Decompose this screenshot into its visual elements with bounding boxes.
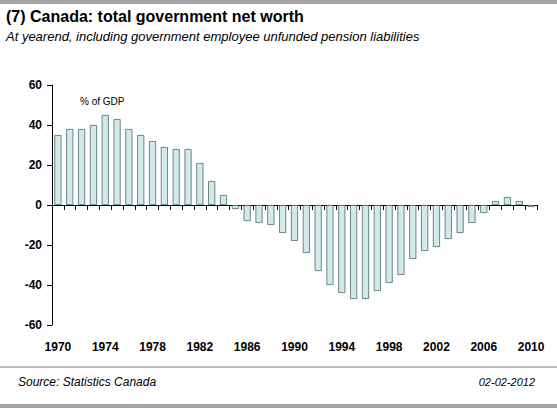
svg-text:-40: -40 — [25, 278, 43, 292]
svg-text:Source: Statistics Canada: Source: Statistics Canada — [18, 375, 156, 389]
svg-text:At yearend, including governme: At yearend, including government employe… — [5, 29, 420, 44]
svg-text:-60: -60 — [25, 318, 43, 332]
svg-text:(7) Canada: total government n: (7) Canada: total government net worth — [6, 8, 304, 25]
svg-text:1970: 1970 — [45, 340, 72, 354]
svg-text:2002: 2002 — [423, 340, 450, 354]
svg-text:0: 0 — [35, 198, 42, 212]
svg-text:1998: 1998 — [376, 340, 403, 354]
svg-text:60: 60 — [29, 78, 43, 92]
svg-text:1974: 1974 — [92, 340, 119, 354]
svg-text:2006: 2006 — [470, 340, 497, 354]
svg-text:1990: 1990 — [281, 340, 308, 354]
svg-text:% of GDP: % of GDP — [80, 96, 125, 107]
svg-text:1978: 1978 — [139, 340, 166, 354]
svg-text:2010: 2010 — [518, 340, 545, 354]
svg-text:20: 20 — [29, 158, 43, 172]
svg-text:-20: -20 — [25, 238, 43, 252]
svg-text:1986: 1986 — [234, 340, 261, 354]
svg-text:40: 40 — [29, 118, 43, 132]
svg-text:1982: 1982 — [187, 340, 214, 354]
svg-text:1994: 1994 — [328, 340, 355, 354]
svg-text:02-02-2012: 02-02-2012 — [479, 376, 535, 388]
